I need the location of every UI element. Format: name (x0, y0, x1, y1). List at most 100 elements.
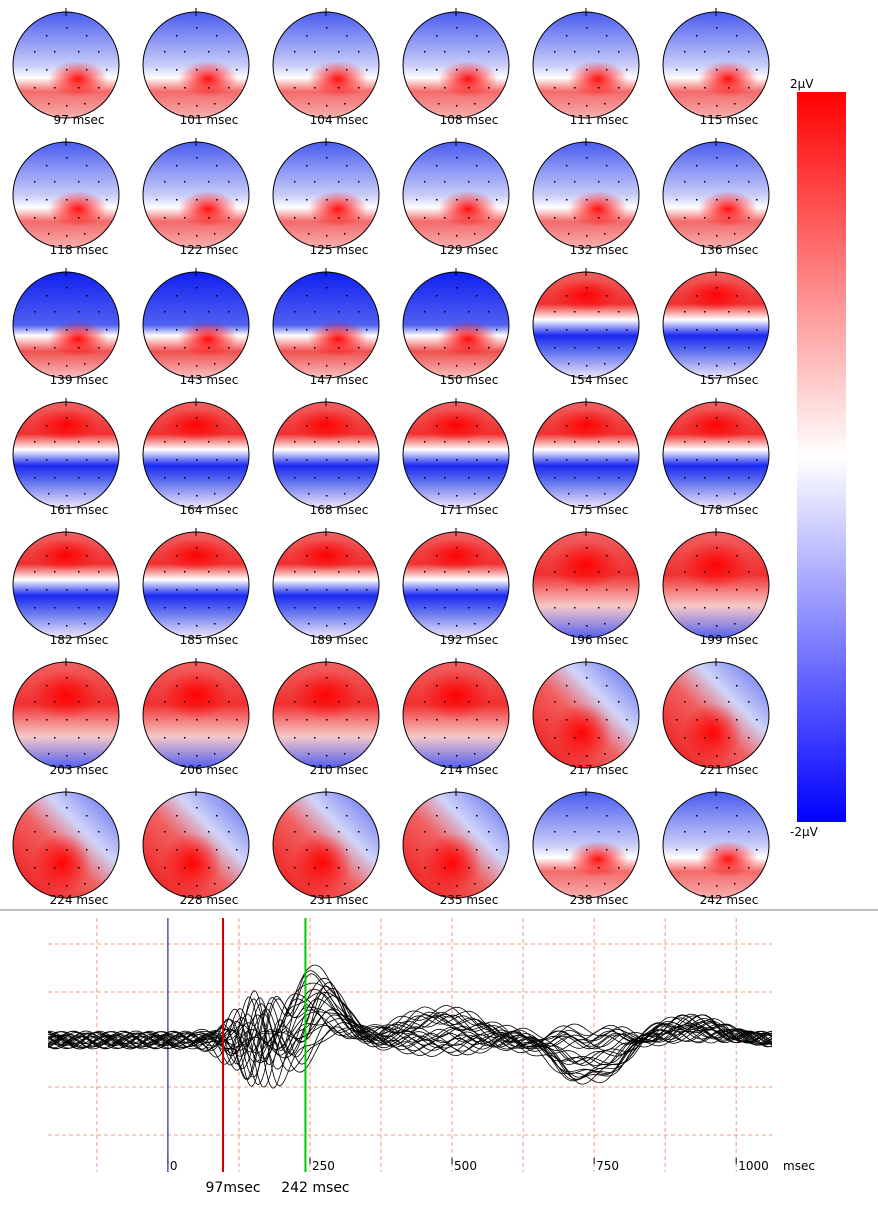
electrode (728, 477, 730, 479)
electrode (346, 425, 348, 427)
electrode (604, 233, 606, 235)
electrode (228, 831, 230, 833)
electrode (716, 885, 718, 887)
electrode (736, 35, 738, 37)
electrode (444, 867, 446, 869)
electrode (474, 753, 476, 755)
electrode (78, 311, 80, 313)
electrode (554, 867, 556, 869)
electrode (716, 677, 718, 679)
map-time-label: 192 msec (440, 633, 499, 647)
topomap: 129 msec (402, 138, 510, 257)
map-time-label: 203 msec (50, 763, 109, 777)
electrode (474, 883, 476, 885)
electrode (626, 329, 628, 331)
electrode (216, 295, 218, 297)
electrode (164, 217, 166, 219)
electrode (294, 607, 296, 609)
electrode (326, 105, 328, 107)
electrode (338, 347, 340, 349)
electrode (488, 311, 490, 313)
electrode (704, 311, 706, 313)
electrode (216, 329, 218, 331)
electrode (626, 719, 628, 721)
electrode (326, 677, 328, 679)
electrode (54, 701, 56, 703)
electrode (728, 311, 730, 313)
map-blob (308, 61, 368, 97)
electrode (684, 441, 686, 443)
electrode (574, 607, 576, 609)
electrode (684, 607, 686, 609)
electrode (606, 425, 608, 427)
electrode (704, 87, 706, 89)
electrode (734, 103, 736, 105)
map-blob (568, 191, 628, 227)
electrode (156, 69, 158, 71)
electrode (228, 51, 230, 53)
electrode (568, 103, 570, 105)
electrode (344, 103, 346, 105)
electrode (78, 737, 80, 739)
map-time-label: 136 msec (700, 243, 759, 257)
map-time-label: 189 msec (310, 633, 369, 647)
electrode (704, 217, 706, 219)
electrode (734, 753, 736, 755)
topomap: 101 msec (142, 8, 250, 127)
electrode (236, 849, 238, 851)
electrode (84, 363, 86, 365)
map-time-label: 143 msec (180, 373, 239, 387)
electrode (476, 719, 478, 721)
electrode (424, 51, 426, 53)
electrode (476, 295, 478, 297)
electrode (704, 181, 706, 183)
electrode (728, 571, 730, 573)
electrode (704, 571, 706, 573)
electrode (566, 815, 568, 817)
electrode (586, 199, 588, 201)
electrode (618, 311, 620, 313)
electrode (566, 69, 568, 71)
electrode (306, 815, 308, 817)
electrode (306, 685, 308, 687)
electrode (86, 719, 88, 721)
electrode (228, 867, 230, 869)
electrode (684, 311, 686, 313)
electrode (338, 701, 340, 703)
electrode (684, 347, 686, 349)
electrode (546, 199, 548, 201)
electrode (294, 477, 296, 479)
electrode (184, 347, 186, 349)
electrode (66, 199, 68, 201)
electrode (308, 233, 310, 235)
electrode (586, 885, 588, 887)
electrode (416, 589, 418, 591)
electrode (736, 329, 738, 331)
electrode (26, 199, 28, 201)
electrode (438, 753, 440, 755)
electrode (444, 347, 446, 349)
map-blob (32, 833, 92, 893)
electrode (606, 35, 608, 37)
electrode (424, 737, 426, 739)
electrode (716, 157, 718, 159)
map-blob (422, 833, 482, 893)
map-time-label: 132 msec (570, 243, 629, 257)
electrode (86, 815, 88, 817)
electrode (728, 217, 730, 219)
electrode (98, 347, 100, 349)
electrode (216, 459, 218, 461)
electrode (46, 555, 48, 557)
electrode (736, 69, 738, 71)
electrode (98, 701, 100, 703)
electrode (358, 311, 360, 313)
electrode (684, 571, 686, 573)
electrode (424, 701, 426, 703)
electrode (416, 849, 418, 851)
electrode (176, 295, 178, 297)
electrode (294, 701, 296, 703)
electrode (696, 459, 698, 461)
electrode (696, 685, 698, 687)
electrode (456, 27, 458, 29)
